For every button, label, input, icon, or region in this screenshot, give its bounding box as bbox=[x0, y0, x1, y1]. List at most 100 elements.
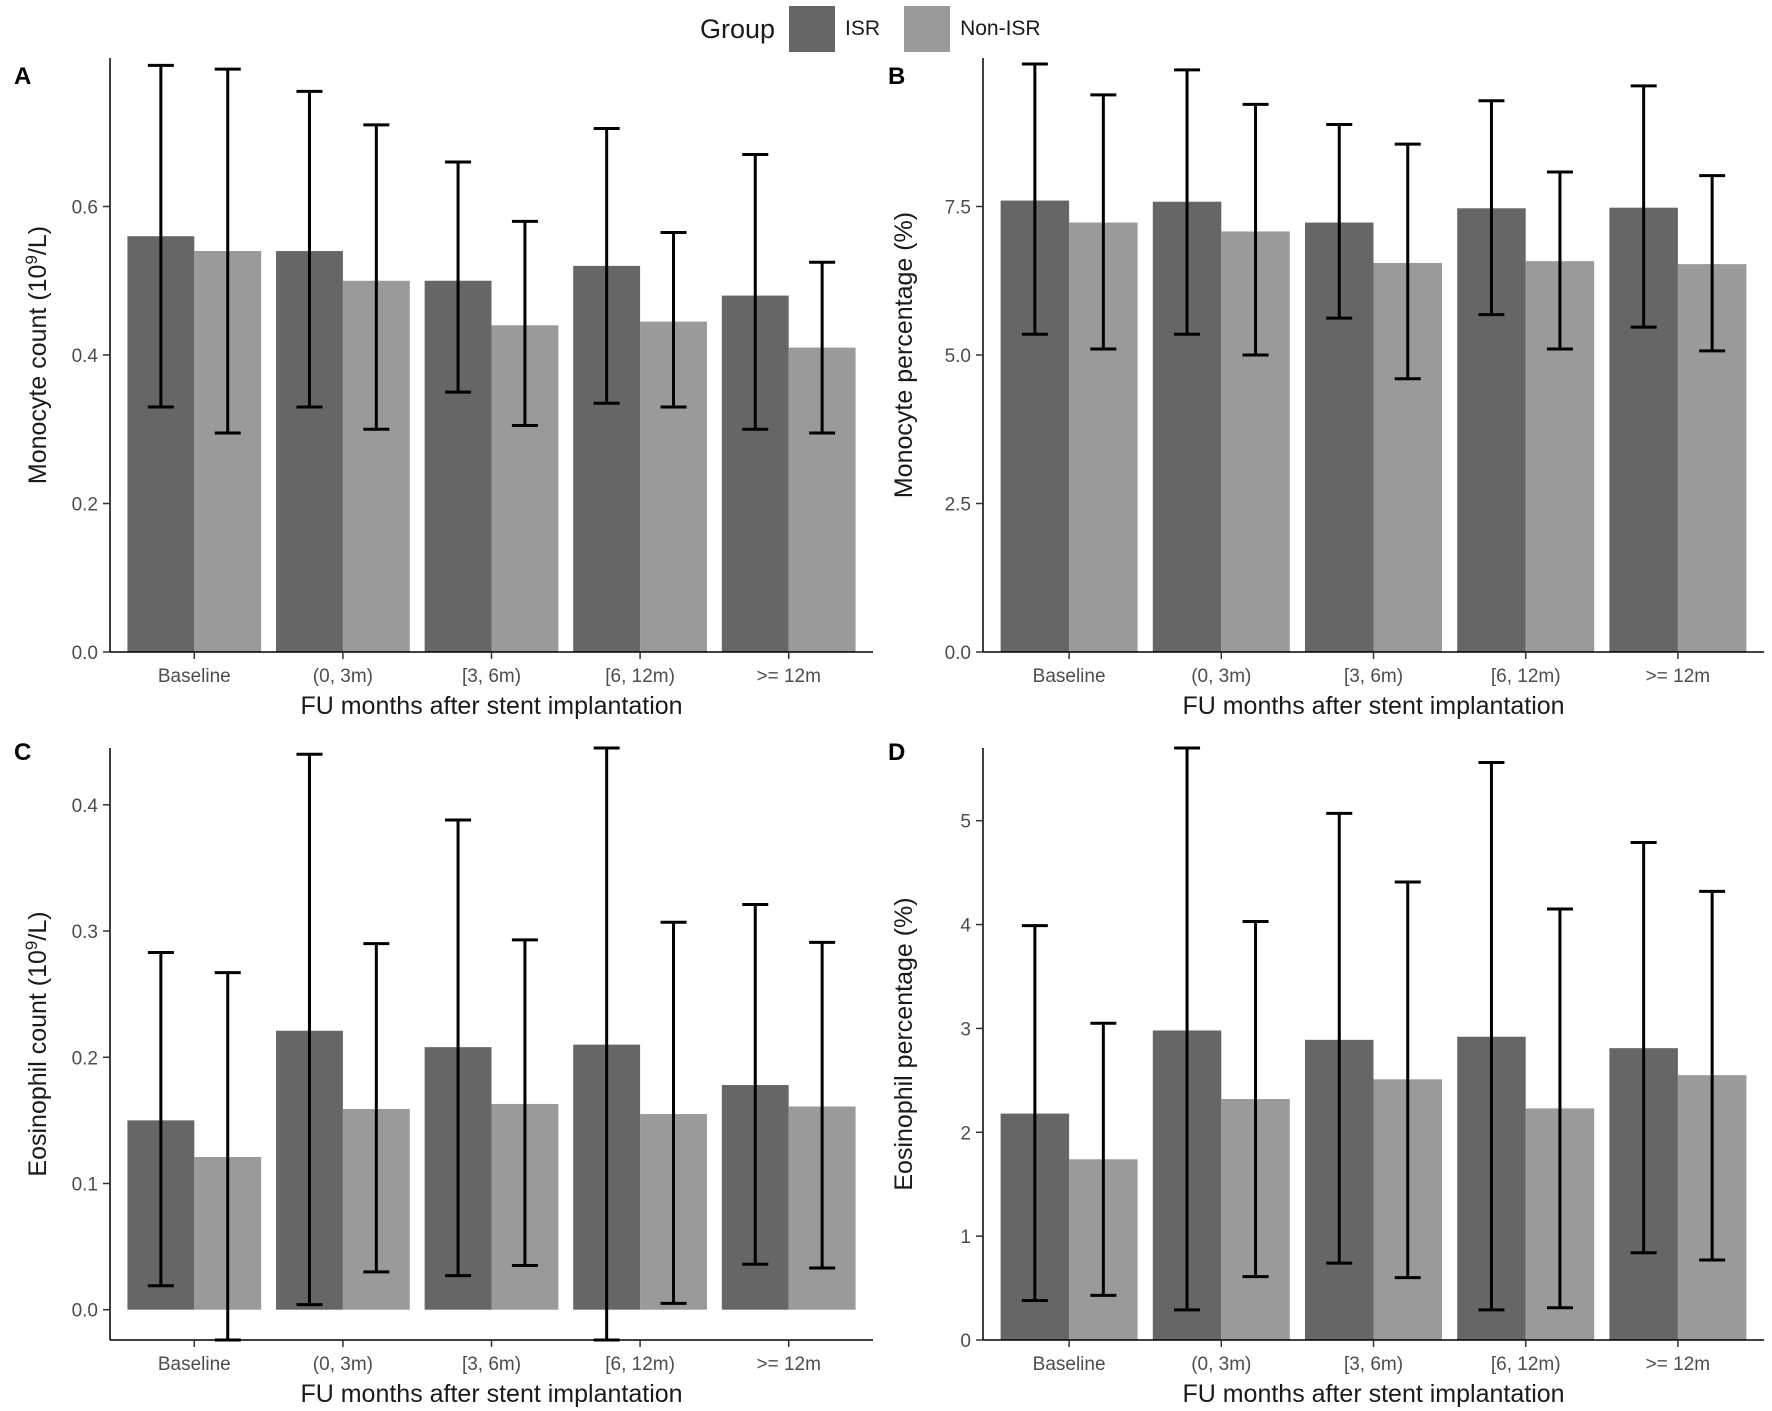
y-tick-label-d-4: 4 bbox=[960, 916, 971, 937]
error-bar-b-non-isr-3 bbox=[1546, 170, 1573, 351]
error-bar-a-isr-3 bbox=[593, 127, 620, 405]
x-tick-label-b-1: (0, 3m) bbox=[1191, 666, 1251, 687]
legend-title: Group bbox=[700, 13, 776, 44]
panel-b: 0.0 2.5 5.0 7.5 Baseline (0, 3m) [3, 6m) [6, 12… bbox=[888, 58, 1764, 720]
x-tick-label-d-3: [6, 12m) bbox=[1491, 1354, 1561, 1375]
error-bar-c-isr-1 bbox=[296, 752, 323, 1307]
x-tick-label-b-0: Baseline bbox=[1033, 666, 1106, 687]
y-tick-label-d-1: 1 bbox=[960, 1227, 971, 1248]
legend-label-isr: ISR bbox=[845, 17, 881, 40]
x-axis-title-b: FU months after stent implantation bbox=[1182, 692, 1564, 720]
x-tick-label-a-1: (0, 3m) bbox=[313, 666, 373, 687]
error-bar-d-non-isr-1 bbox=[1242, 919, 1269, 1279]
x-tick-label-c-3: [6, 12m) bbox=[605, 1354, 675, 1375]
legend-item-non-isr: Non-ISR bbox=[904, 6, 1041, 52]
y-tick-label-b-1: 2.5 bbox=[945, 495, 971, 516]
x-axis-title-c: FU months after stent implantation bbox=[300, 1380, 682, 1408]
panel-label-c: C bbox=[14, 739, 31, 766]
x-tick-label-a-3: [6, 12m) bbox=[605, 666, 675, 687]
error-bar-c-isr-4 bbox=[742, 903, 769, 1266]
x-tick-label-b-2: [3, 6m) bbox=[1344, 666, 1403, 687]
x-tick-label-a-2: [3, 6m) bbox=[462, 666, 521, 687]
y-tick-label-b-3: 7.5 bbox=[945, 198, 971, 219]
legend-swatch-isr bbox=[789, 6, 836, 52]
x-tick-label-b-3: [6, 12m) bbox=[1491, 666, 1561, 687]
panel-a: 0.0 0.2 0.4 0.6 Baseline (0, 3m) [3, 6m) [6, 12… bbox=[14, 58, 873, 720]
error-bar-b-isr-2 bbox=[1326, 123, 1353, 320]
x-axis-title-d: FU months after stent implantation bbox=[1182, 1380, 1564, 1408]
error-bar-b-non-isr-2 bbox=[1394, 142, 1421, 381]
y-tick-label-c-1: 0.1 bbox=[72, 1174, 98, 1195]
x-tick-label-c-2: [3, 6m) bbox=[462, 1354, 521, 1375]
x-tick-label-a-0: Baseline bbox=[158, 666, 231, 687]
error-bar-a-non-isr-4 bbox=[809, 260, 836, 435]
error-bar-a-non-isr-0 bbox=[214, 67, 241, 435]
x-axis-title-a: FU months after stent implantation bbox=[300, 692, 682, 720]
y-tick-label-b-0: 0.0 bbox=[945, 643, 971, 664]
panel-label-a: A bbox=[14, 63, 31, 90]
x-tick-label-c-1: (0, 3m) bbox=[313, 1354, 373, 1375]
panel-label-d: D bbox=[888, 739, 905, 766]
panel-label-b: B bbox=[888, 63, 905, 90]
panel-d: 0 1 2 3 4 5 Baseline (0, 3m) [3, 6m) [6, 12m) >= 1… bbox=[888, 739, 1764, 1408]
error-bar-c-isr-0 bbox=[147, 950, 174, 1288]
y-axis-title-a: Monocyte count (109/L) bbox=[22, 226, 52, 484]
error-bar-a-isr-0 bbox=[147, 63, 174, 409]
y-tick-label-a-1: 0.2 bbox=[72, 495, 98, 516]
x-tick-label-d-0: Baseline bbox=[1033, 1354, 1106, 1375]
error-bar-d-isr-0 bbox=[1021, 924, 1048, 1303]
x-tick-label-d-4: >= 12m bbox=[1646, 1354, 1710, 1375]
y-tick-label-b-2: 5.0 bbox=[945, 346, 971, 367]
error-bar-d-non-isr-0 bbox=[1090, 1021, 1117, 1297]
error-bar-c-non-isr-1 bbox=[363, 942, 390, 1274]
y-axis-title-d: Eosinophil percentage (%) bbox=[890, 897, 918, 1190]
y-tick-label-a-2: 0.4 bbox=[72, 346, 99, 367]
legend: Group ISR Non-ISR bbox=[700, 6, 1057, 52]
error-bar-a-isr-2 bbox=[445, 160, 472, 394]
y-tick-label-c-3: 0.3 bbox=[72, 922, 98, 943]
error-bar-d-non-isr-2 bbox=[1394, 880, 1421, 1280]
error-bar-b-non-isr-0 bbox=[1090, 93, 1117, 351]
x-tick-label-c-4: >= 12m bbox=[756, 1354, 820, 1375]
error-bar-d-isr-3 bbox=[1478, 761, 1505, 1312]
error-bar-a-non-isr-2 bbox=[511, 219, 538, 428]
legend-swatch-non-isr bbox=[904, 6, 951, 52]
error-bar-a-isr-4 bbox=[742, 153, 769, 431]
error-bar-d-isr-4 bbox=[1630, 841, 1657, 1255]
error-bar-b-non-isr-4 bbox=[1699, 174, 1726, 353]
error-bar-b-non-isr-1 bbox=[1242, 102, 1269, 357]
y-axis-title-c: Eosinophil count (109/L) bbox=[22, 911, 52, 1176]
y-tick-label-d-2: 2 bbox=[960, 1123, 971, 1144]
x-tick-label-b-4: >= 12m bbox=[1646, 666, 1710, 687]
legend-label-non-isr: Non-ISR bbox=[960, 17, 1041, 40]
error-bar-d-non-isr-3 bbox=[1546, 907, 1573, 1310]
error-bar-c-non-isr-4 bbox=[809, 940, 836, 1270]
y-tick-label-a-3: 0.6 bbox=[72, 198, 98, 219]
y-tick-label-c-2: 0.2 bbox=[72, 1048, 98, 1069]
error-bar-d-isr-1 bbox=[1174, 746, 1201, 1312]
y-axis-title-b: Monocyte percentage (%) bbox=[890, 212, 918, 498]
error-bar-a-isr-1 bbox=[296, 89, 323, 409]
x-tick-label-c-0: Baseline bbox=[158, 1354, 231, 1375]
error-bar-c-non-isr-3 bbox=[660, 920, 687, 1305]
x-tick-label-d-2: [3, 6m) bbox=[1344, 1354, 1403, 1375]
error-bar-b-isr-3 bbox=[1478, 99, 1505, 317]
error-bar-a-non-isr-1 bbox=[363, 123, 390, 431]
error-bar-b-isr-1 bbox=[1174, 68, 1201, 336]
error-bar-d-non-isr-4 bbox=[1699, 889, 1726, 1262]
error-bar-b-isr-4 bbox=[1630, 84, 1657, 329]
y-tick-label-d-0: 0 bbox=[960, 1331, 971, 1352]
legend-item-isr: ISR bbox=[789, 6, 880, 52]
error-bar-b-isr-0 bbox=[1021, 62, 1048, 336]
error-bar-c-non-isr-2 bbox=[511, 938, 538, 1268]
error-bar-a-non-isr-3 bbox=[660, 230, 687, 409]
y-tick-label-c-0: 0.0 bbox=[72, 1301, 98, 1322]
y-tick-label-c-4: 0.4 bbox=[72, 796, 99, 817]
y-tick-label-d-3: 3 bbox=[960, 1019, 971, 1040]
y-tick-label-a-0: 0.0 bbox=[72, 643, 98, 664]
x-tick-label-d-1: (0, 3m) bbox=[1191, 1354, 1251, 1375]
error-bar-c-isr-2 bbox=[445, 818, 472, 1278]
x-tick-label-a-4: >= 12m bbox=[756, 666, 820, 687]
error-bar-d-isr-2 bbox=[1326, 811, 1353, 1265]
